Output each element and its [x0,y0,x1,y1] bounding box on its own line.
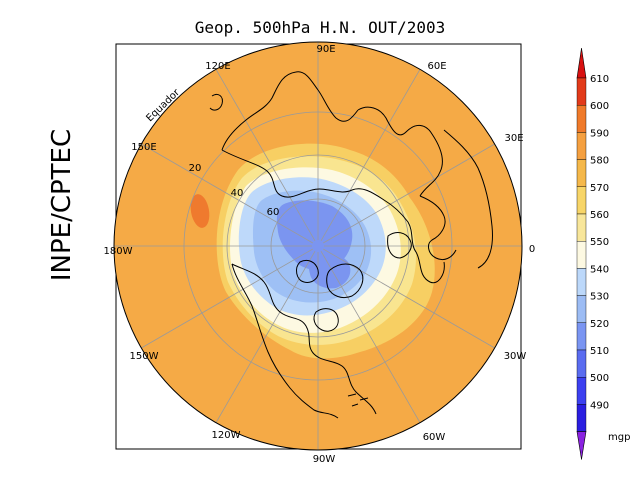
meridian-line [141,143,314,244]
colorbar-swatch [576,322,587,351]
meridian-line [320,250,421,423]
coast-japan [209,93,223,111]
colorbar-unit: mgp [608,432,630,443]
lon-label-30w: 30W [504,351,527,362]
lon-label-120w: 120W [212,430,241,441]
coast-hudson-bay [313,308,339,332]
colorbar-swatch [576,77,587,106]
lon-label-120e: 120E [205,61,230,72]
colorbar-swatch [576,213,587,242]
coast-east-asia [221,71,359,151]
colorbar-max-arrow [576,47,587,79]
coast-scandinavia [387,232,412,259]
coast-arctic-islands [296,259,319,283]
colorbar-level-label: 590 [590,128,609,139]
colorbar-level-label: 530 [590,292,609,303]
lon-label-30e: 30E [504,133,523,144]
colorbar-level-label: 560 [590,210,609,221]
lon-label-90e: 90E [316,44,335,55]
side-label: INPE/CPTEC [47,129,77,281]
meridian-line [215,250,316,423]
coast-north-america-west [231,263,339,419]
meridian-line [322,143,495,244]
meridian-line [322,248,495,349]
colorbar-swatch [576,159,587,188]
lon-label-150e: 150E [131,142,156,153]
coast-africa [443,129,493,269]
lon-label-60e: 60E [427,61,446,72]
colorbar-level-label: 570 [590,183,609,194]
high-center [190,194,210,228]
colorbar-level-label: 550 [590,237,609,248]
colorbar: 610 600 590 580 570 560 550 540 530 520 510 500 490 [576,47,609,460]
coast-eurasia-arctic [221,149,445,284]
meridians [114,42,522,450]
lon-label-60w: 60W [423,432,446,443]
colorbar-min-arrow [576,431,587,460]
colorbar-swatch [576,268,587,296]
coastlines [209,71,493,419]
colorbar-level-label: 600 [590,101,609,112]
lon-label-150w: 150W [130,351,159,362]
lon-label-90w: 90W [313,454,336,465]
meridian-line [215,69,316,242]
latitude-labels: 20 40 60 [189,163,280,218]
lon-label-180w: 180W [104,246,133,257]
coast-greenland [326,263,364,299]
colorbar-swatch [576,104,587,133]
contour-520 [276,200,353,270]
colorbar-swatch [576,404,587,432]
colorbar-level-label: 540 [590,264,609,275]
colorbar-level-label: 500 [590,373,609,384]
colorbar-swatch [576,295,587,324]
contour-field [114,42,522,450]
map-title: Geop. 500hPa H.N. OUT/2003 [195,18,445,37]
colorbar-swatch [576,377,587,405]
lat-label-20: 20 [189,163,202,174]
longitude-labels: 90E 60E 30E 0 30W 60W 90W 120W 150W 180W… [104,44,536,465]
coast-caribbean [347,393,369,407]
colorbar-swatch [576,132,587,160]
meridian-line [320,69,421,242]
colorbar-level-label: 520 [590,319,609,330]
lat-label-40: 40 [231,188,244,199]
coast-europe [419,195,457,261]
colorbar-level-label: 510 [590,346,609,357]
colorbar-level-label: 580 [590,156,609,167]
colorbar-swatch [576,240,587,269]
meridian-line [141,248,314,349]
lat-label-60: 60 [267,207,280,218]
colorbar-level-label: 490 [590,400,609,411]
equator-circle [113,41,523,451]
coast-south-asia [357,106,443,197]
colorbar-level-label: 610 [590,74,609,85]
lon-label-0: 0 [529,244,535,255]
coast-north-america-east [231,263,377,415]
colorbar-swatch [576,349,587,378]
colorbar-swatch [576,186,587,215]
